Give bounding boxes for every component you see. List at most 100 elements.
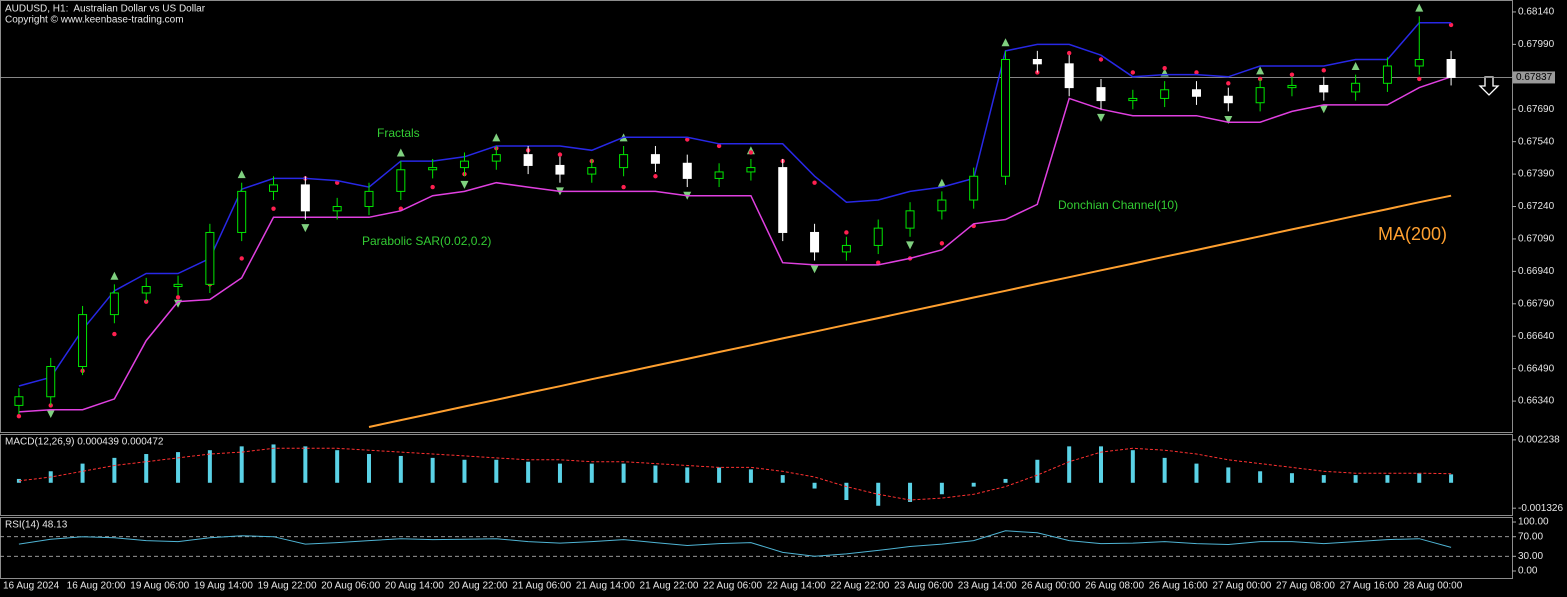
macd-bar: [939, 482, 944, 495]
macd-bar: [144, 454, 149, 483]
last-price-box: [1513, 71, 1555, 84]
candle-body: [1287, 84, 1297, 89]
macd-bar: [653, 465, 658, 483]
macd-bar: [1162, 457, 1167, 483]
macd-bar: [908, 482, 913, 502]
sell-arrow: [1478, 76, 1500, 96]
sar-dot: [1321, 68, 1326, 73]
x-tick-label: 27 Aug 08:00: [1276, 581, 1335, 592]
y-tick-label: 70.00: [1518, 531, 1543, 542]
indicator-label: MA(200): [1378, 224, 1447, 244]
macd-bar: [1289, 473, 1294, 483]
macd-bar: [112, 457, 117, 483]
candle-body: [937, 199, 947, 212]
candle-body: [78, 314, 88, 367]
macd-bar: [207, 450, 212, 483]
sar-dot: [557, 152, 563, 157]
candle-body: [1191, 89, 1201, 97]
macd-bar: [780, 475, 785, 483]
candle-body: [555, 164, 565, 175]
sar-dot: [812, 180, 817, 185]
rsi-title: RSI(14) 48.13: [5, 520, 68, 531]
macd-bar: [971, 482, 976, 487]
macd-bar: [1417, 473, 1422, 483]
fractal-down: [1224, 116, 1233, 125]
candle-body: [1446, 59, 1456, 78]
last-price-label: 0.67837: [1516, 72, 1553, 83]
ma-line: [368, 194, 1452, 428]
y-tick-label: 0.66790: [1518, 298, 1555, 309]
macd-bar: [1385, 475, 1390, 483]
y-tick-label: 0.66640: [1518, 331, 1555, 342]
x-tick-label: 22 Aug 22:00: [830, 581, 889, 592]
donchian-lower: [18, 76, 1452, 413]
sar-dot: [621, 184, 626, 190]
macd-bar: [526, 461, 531, 483]
y-tick-label: 30.00: [1518, 551, 1543, 562]
macd-bar: [1194, 463, 1199, 483]
fractal-up: [396, 148, 405, 157]
rsi-line: [18, 530, 1452, 557]
macd-bar: [1099, 446, 1103, 483]
y-tick-label: 0.66490: [1518, 363, 1555, 374]
x-tick-label: 21 Aug 14:00: [576, 581, 635, 592]
macd-title: MACD(12,26,9) 0.000439 0.000472: [5, 437, 164, 448]
candle-body: [587, 167, 597, 175]
candle-body: [523, 154, 533, 166]
fractal-up: [237, 170, 246, 179]
candle-body: [109, 292, 119, 316]
macd-bar: [271, 444, 276, 483]
candle-body: [1382, 65, 1392, 84]
y-tick-label: 0.002238: [1518, 435, 1560, 446]
chart-title: AUDUSD, H1: Australian Dollar vs US Doll…: [5, 4, 206, 15]
candle-body: [1096, 87, 1106, 102]
macd-bar: [717, 467, 722, 483]
macd-signal: [18, 447, 1452, 501]
macd-bar: [430, 457, 435, 483]
x-tick-label: 26 Aug 00:00: [1021, 581, 1080, 592]
x-tick-label: 16 Aug 2024: [3, 581, 60, 592]
candle-body: [905, 210, 915, 229]
sar-dot: [271, 206, 276, 211]
fractal-down: [46, 410, 55, 419]
sar-dot: [1448, 22, 1454, 28]
sar-dot: [239, 256, 244, 261]
x-tick-label: 21 Aug 22:00: [640, 581, 699, 592]
sar-dot: [1066, 50, 1072, 56]
y-tick-label: 0.67240: [1518, 201, 1555, 212]
main-panel: [0, 0, 1513, 433]
candle-body: [714, 171, 724, 179]
fractal-down: [1319, 105, 1328, 114]
candle-body: [650, 154, 660, 164]
chart-subtitle: Copyright © www.keenbase-trading.com: [5, 15, 184, 26]
x-tick-label: 19 Aug 22:00: [258, 581, 317, 592]
macd-bar: [748, 469, 753, 483]
y-tick-label: 0.67540: [1518, 136, 1555, 147]
macd-bar: [812, 482, 817, 489]
indicator-label: Donchian Channel(10): [1058, 198, 1178, 212]
macd-bar: [1321, 475, 1326, 483]
macd-bar: [1067, 446, 1072, 483]
indicator-label: Fractals: [377, 126, 420, 140]
x-tick-label: 23 Aug 06:00: [894, 581, 953, 592]
sar-dot: [112, 331, 117, 337]
candle-body: [1223, 95, 1233, 104]
macd-bar: [557, 463, 562, 483]
sar-dot: [939, 241, 945, 246]
x-tick-label: 20 Aug 14:00: [385, 581, 444, 592]
sar-dot: [175, 295, 181, 300]
sar-dot: [653, 174, 658, 179]
macd-bar: [398, 455, 403, 483]
y-tick-label: -0.001326: [1518, 503, 1563, 514]
candle-body: [1319, 84, 1329, 93]
sar-dot: [1162, 65, 1167, 71]
y-tick-label: 0.66340: [1518, 396, 1555, 407]
fractal-up: [492, 133, 501, 142]
fractal-down: [906, 241, 915, 250]
sar-dot: [1098, 57, 1104, 62]
y-tick-label: 0.67090: [1518, 234, 1555, 245]
candle-body: [1255, 87, 1265, 104]
candle-body: [682, 162, 692, 179]
macd-bar: [494, 459, 499, 483]
macd-bar: [239, 446, 244, 483]
